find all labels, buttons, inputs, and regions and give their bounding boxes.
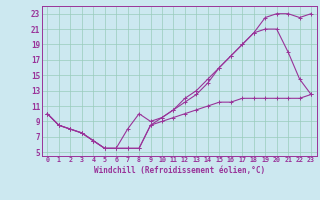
X-axis label: Windchill (Refroidissement éolien,°C): Windchill (Refroidissement éolien,°C) [94, 166, 265, 175]
